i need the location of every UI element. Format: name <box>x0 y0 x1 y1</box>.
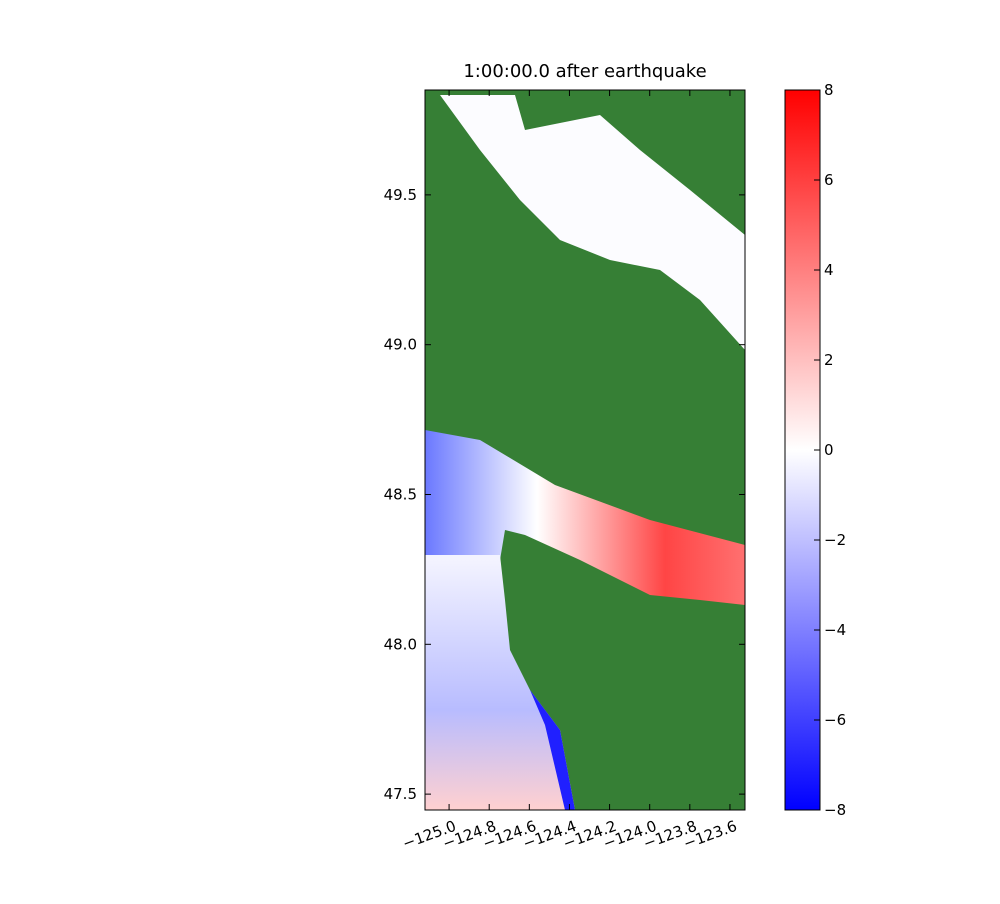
y-tick-label: 49.5 <box>384 186 417 204</box>
water-north <box>440 95 745 350</box>
plot-frame <box>424 89 746 811</box>
colorbar-tick-label: 0 <box>824 441 834 459</box>
colorbar-tick-label: −4 <box>824 621 846 639</box>
y-tick-label: 48.5 <box>384 485 417 503</box>
water-coast <box>530 690 575 810</box>
colorbar-tick-label: −2 <box>824 531 846 549</box>
colorbar-tick-label: −8 <box>824 801 846 819</box>
colorbar-tick-label: 6 <box>824 171 834 189</box>
colorbar-tick-label: 4 <box>824 261 834 279</box>
chart-title: 1:00:00.0 after earthquake <box>463 61 706 82</box>
colorbar-tick-label: −6 <box>824 711 846 729</box>
map <box>424 89 746 811</box>
y-tick-label: 49.0 <box>384 336 417 354</box>
colorbar-tick-label: 8 <box>824 81 834 99</box>
y-tick-label: 47.5 <box>384 785 417 803</box>
colorbar-tick-label: 2 <box>824 351 834 369</box>
water-ocean <box>425 555 575 810</box>
water-strait <box>425 430 745 605</box>
y-tick-label: 48.0 <box>384 635 417 653</box>
